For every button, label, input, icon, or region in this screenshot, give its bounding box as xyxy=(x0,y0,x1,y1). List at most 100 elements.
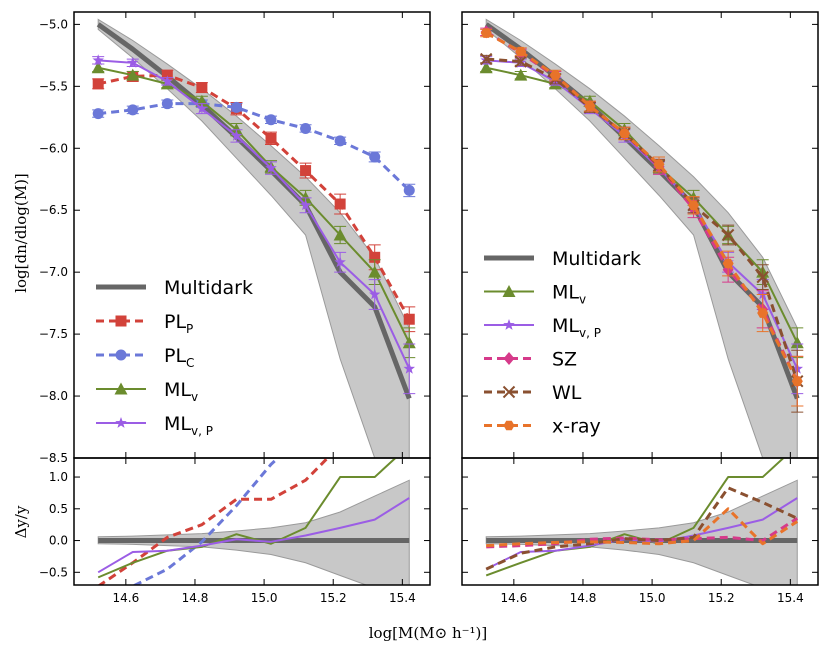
series-xray xyxy=(480,28,804,407)
data-point-ML_v xyxy=(368,265,382,278)
x-tick-label: 15.4 xyxy=(389,591,416,605)
series-line-PL_P xyxy=(97,458,330,585)
x-tick-label: 15.0 xyxy=(251,591,278,605)
legend-item-SZ: SZ xyxy=(484,349,577,371)
data-point-ML_v xyxy=(790,336,804,349)
legend-marker-WL xyxy=(502,385,516,399)
series-line-xray xyxy=(486,507,799,548)
y-tick-label: −6.0 xyxy=(39,141,68,155)
x-tick-label: 14.8 xyxy=(182,591,209,605)
legend-label-Multidark: Multidark xyxy=(552,248,641,270)
data-point-PL_C xyxy=(265,114,277,126)
data-point-PL_C xyxy=(127,104,139,116)
data-point-PL_C xyxy=(161,98,173,110)
x-tick-label: 15.0 xyxy=(639,591,666,605)
legend-label-WL: WL xyxy=(552,382,582,404)
data-point-ML_v xyxy=(126,68,140,81)
data-point-xray xyxy=(549,70,561,80)
series-line-WL xyxy=(485,486,798,571)
plot-area xyxy=(91,18,416,458)
data-point-ML_vP xyxy=(196,102,208,114)
data-point-ML_vP xyxy=(299,199,312,211)
legend-marker-ML_vP xyxy=(115,416,127,428)
legend-marker-PL_P xyxy=(115,315,127,327)
data-point-ML_vP xyxy=(92,54,104,66)
data-point-xray xyxy=(653,159,665,170)
data-point-PL_C xyxy=(300,122,312,134)
x-tick-label: 14.6 xyxy=(112,591,139,605)
data-point-xray xyxy=(791,376,803,386)
series-line-Multidark xyxy=(96,22,412,400)
data-point-xray xyxy=(757,308,769,318)
x-tick-label: 15.2 xyxy=(320,591,347,605)
series-line-xray xyxy=(485,31,799,382)
data-point-ML_vP xyxy=(265,162,277,173)
data-point-xray xyxy=(688,200,700,211)
y-tick-label: 1.0 xyxy=(49,470,68,484)
legend-subscript: v xyxy=(191,390,198,404)
data-point-WL xyxy=(756,270,769,284)
series-line-PL_P xyxy=(97,73,411,320)
uncertainty-band xyxy=(97,479,410,585)
series-WL xyxy=(485,486,798,571)
series-line-ML_vP xyxy=(98,59,411,370)
y-axis-label-bottom: Δy/y xyxy=(12,505,30,538)
legend-label-PL_P: PLP xyxy=(164,311,193,336)
legend-subscript: P xyxy=(186,322,193,336)
legend-subscript: v, P xyxy=(579,326,601,340)
data-point-PL_P xyxy=(300,165,312,177)
data-point-PL_P xyxy=(265,132,277,144)
legend-right: Multidark MLv MLv, P SZ WL x-ray xyxy=(484,248,641,438)
data-point-ML_vP xyxy=(334,256,346,268)
series-PL_P xyxy=(97,458,330,585)
panel-frame xyxy=(73,457,431,586)
y-tick-label: −6.5 xyxy=(39,203,68,217)
data-point-PL_P xyxy=(334,198,346,210)
legend-marker-xray xyxy=(503,420,515,431)
y-tick-label: 0.0 xyxy=(49,534,68,548)
panel-bottom-right: 14.6 14.8 15.0 15.2 15.4 xyxy=(461,457,819,605)
y-tick-label: 0.5 xyxy=(49,502,68,516)
legend-left: Multidark PLP PLC MLv MLv, P xyxy=(96,277,253,438)
y-tick-label: −0.5 xyxy=(39,565,68,579)
x-tick-label: 15.2 xyxy=(708,591,735,605)
x-tick-label: 14.8 xyxy=(570,591,597,605)
data-point-ML_vP xyxy=(403,362,416,374)
data-point-PL_C xyxy=(369,151,381,163)
data-point-ML_vP xyxy=(230,129,243,141)
data-point-xray xyxy=(618,128,630,139)
series-ML_vP xyxy=(92,54,416,395)
legend-label-xray: x-ray xyxy=(552,416,601,438)
plot-area xyxy=(97,458,410,585)
legend-item-ML_v: MLv xyxy=(96,379,198,404)
plot-area xyxy=(479,18,804,458)
legend-item-WL: WL xyxy=(484,382,582,404)
legend-label-Multidark: Multidark xyxy=(164,277,253,299)
data-point-xray xyxy=(584,101,596,111)
series-Multidark xyxy=(96,22,412,400)
data-point-xray xyxy=(515,46,527,57)
legend-marker-ML_vP xyxy=(503,318,515,330)
data-point-PL_C xyxy=(334,135,346,147)
panel-frame xyxy=(461,457,819,586)
series-line-ML_v xyxy=(97,66,411,344)
legend-subscript: v, P xyxy=(191,424,213,438)
y-axis-label-top: log[dn/dlog(M)] xyxy=(12,173,30,293)
legend-marker-ML_v xyxy=(114,382,128,395)
data-point-WL xyxy=(479,52,493,66)
data-point-WL xyxy=(721,228,735,242)
series-PL_C xyxy=(131,458,281,585)
legend-label-ML_v: MLv xyxy=(552,282,586,307)
legend-item-ML_v: MLv xyxy=(484,282,586,307)
y-tick-label: −7.5 xyxy=(39,327,68,341)
y-tick-label: −7.0 xyxy=(39,265,68,279)
y-tick-label: −8.0 xyxy=(39,389,68,403)
series-PL_C xyxy=(92,98,416,198)
data-point-ML_v xyxy=(479,61,493,74)
legend-subscript: C xyxy=(186,356,194,370)
legend-label-ML_vP: MLv, P xyxy=(552,315,601,340)
data-point-PL_P xyxy=(92,78,104,90)
y-tick-label: −8.5 xyxy=(39,451,68,465)
legend-label-PL_C: PLC xyxy=(164,345,194,370)
